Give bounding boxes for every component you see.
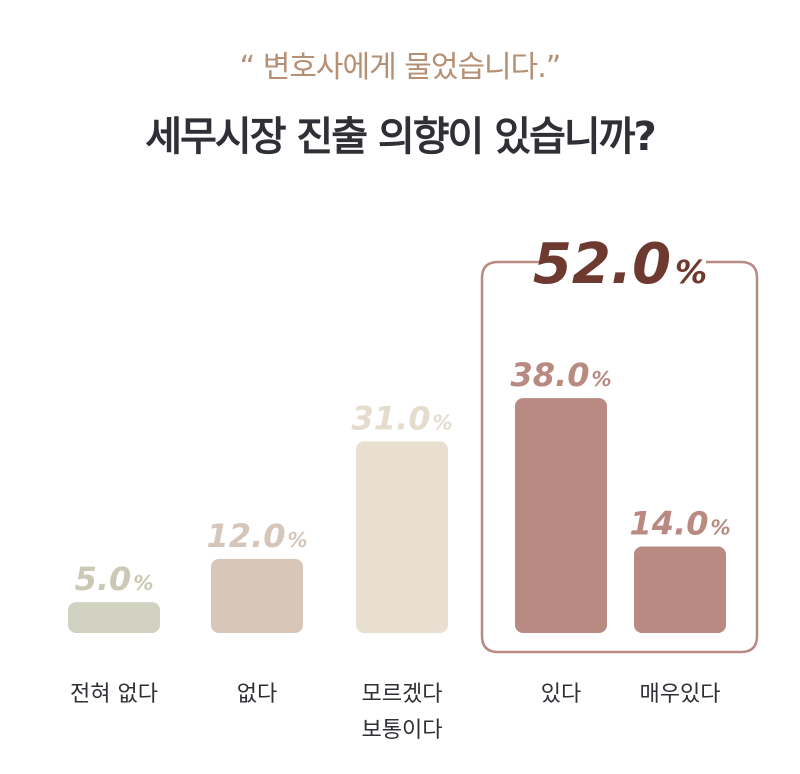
data-label-unit: % <box>133 571 153 595</box>
group-total-value: 52.0 <box>533 232 671 297</box>
category-label-line: 모르겠다 <box>362 682 443 707</box>
data-label-value: 5.0 <box>75 560 132 598</box>
category-label-line: 전혀 없다 <box>70 682 158 707</box>
category-label: 있다 <box>541 682 581 707</box>
group-total-label: 52.0% <box>533 232 707 297</box>
category-label: 매우있다 <box>640 682 721 707</box>
chart-subtitle: “ 변호사에게 물었습니다.” <box>239 50 562 85</box>
category-label-line: 있다 <box>541 682 581 707</box>
data-label-value: 38.0 <box>511 356 590 394</box>
data-label-unit: % <box>432 410 452 434</box>
bar <box>211 558 303 633</box>
chart-title: 세무시장 진출 의향이 있습니까? <box>145 114 656 160</box>
data-label: 5.0% <box>75 560 154 598</box>
category-label-line: 보통이다 <box>362 718 443 743</box>
data-label: 38.0% <box>511 356 612 394</box>
category-label: 없다 <box>237 682 277 707</box>
data-label: 14.0% <box>630 504 731 542</box>
group-box-border <box>480 260 759 654</box>
bar <box>515 398 607 633</box>
category-label-line: 매우있다 <box>640 682 721 707</box>
bar <box>356 441 448 633</box>
data-label-value: 12.0 <box>207 517 286 555</box>
bar <box>68 602 160 633</box>
data-label-unit: % <box>287 528 307 552</box>
data-label-unit: % <box>591 367 611 391</box>
data-label-value: 14.0 <box>630 504 709 542</box>
bar <box>634 546 726 633</box>
category-label: 전혀 없다 <box>70 682 158 707</box>
data-label: 31.0% <box>352 399 453 437</box>
data-label-value: 31.0 <box>352 399 431 437</box>
data-label: 12.0% <box>207 517 308 555</box>
category-label-line: 없다 <box>237 682 277 707</box>
group-total-unit: % <box>675 253 707 291</box>
data-label-unit: % <box>710 515 730 539</box>
